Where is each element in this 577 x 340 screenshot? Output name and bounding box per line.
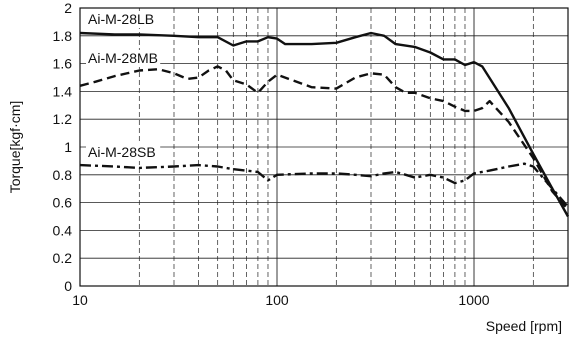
series-line [79, 31, 570, 218]
y-tick-label: 1 [64, 139, 72, 155]
series-labels: Ai-M-28LB Ai-M-28MB Ai-M-28SB [86, 11, 161, 161]
series-line [79, 65, 569, 211]
series-label: Ai-M-28MB [88, 50, 158, 66]
y-axis-label: Torque[kgf·cm] [7, 101, 23, 194]
series-label-bg [86, 144, 161, 161]
series-line [79, 162, 569, 208]
series-lines [79, 31, 570, 218]
y-tick-label: 0.2 [53, 250, 73, 266]
x-tick-label: 10 [72, 292, 88, 308]
series-label: Ai-M-28LB [88, 11, 154, 27]
y-tick-labels: 0 0.2 0.4 0.6 0.8 1 1.2 1.4 1.6 1.8 2 [53, 0, 73, 294]
plot-frame [79, 7, 569, 287]
y-tick-label: 1.8 [53, 28, 73, 44]
y-tick-label: 2 [64, 0, 72, 16]
x-axis-label: Speed [rpm] [486, 318, 562, 334]
series-label-bg [86, 50, 161, 67]
series-label: Ai-M-28SB [88, 144, 156, 160]
y-tick-label: 0.8 [53, 167, 73, 183]
y-tick-label: 0.6 [53, 195, 73, 211]
y-tick-label: 1.4 [53, 83, 73, 99]
y-tick-label: 0 [64, 278, 72, 294]
y-tick-label: 1.6 [53, 56, 73, 72]
x-tick-label: 100 [265, 292, 289, 308]
y-tick-label: 0.4 [53, 222, 73, 238]
x-tick-labels: 10 100 1000 [72, 292, 490, 308]
y-tick-label: 1.2 [53, 111, 73, 127]
x-tick-label: 1000 [458, 292, 489, 308]
series-label-bg [86, 11, 161, 28]
grid-lines [80, 8, 568, 286]
